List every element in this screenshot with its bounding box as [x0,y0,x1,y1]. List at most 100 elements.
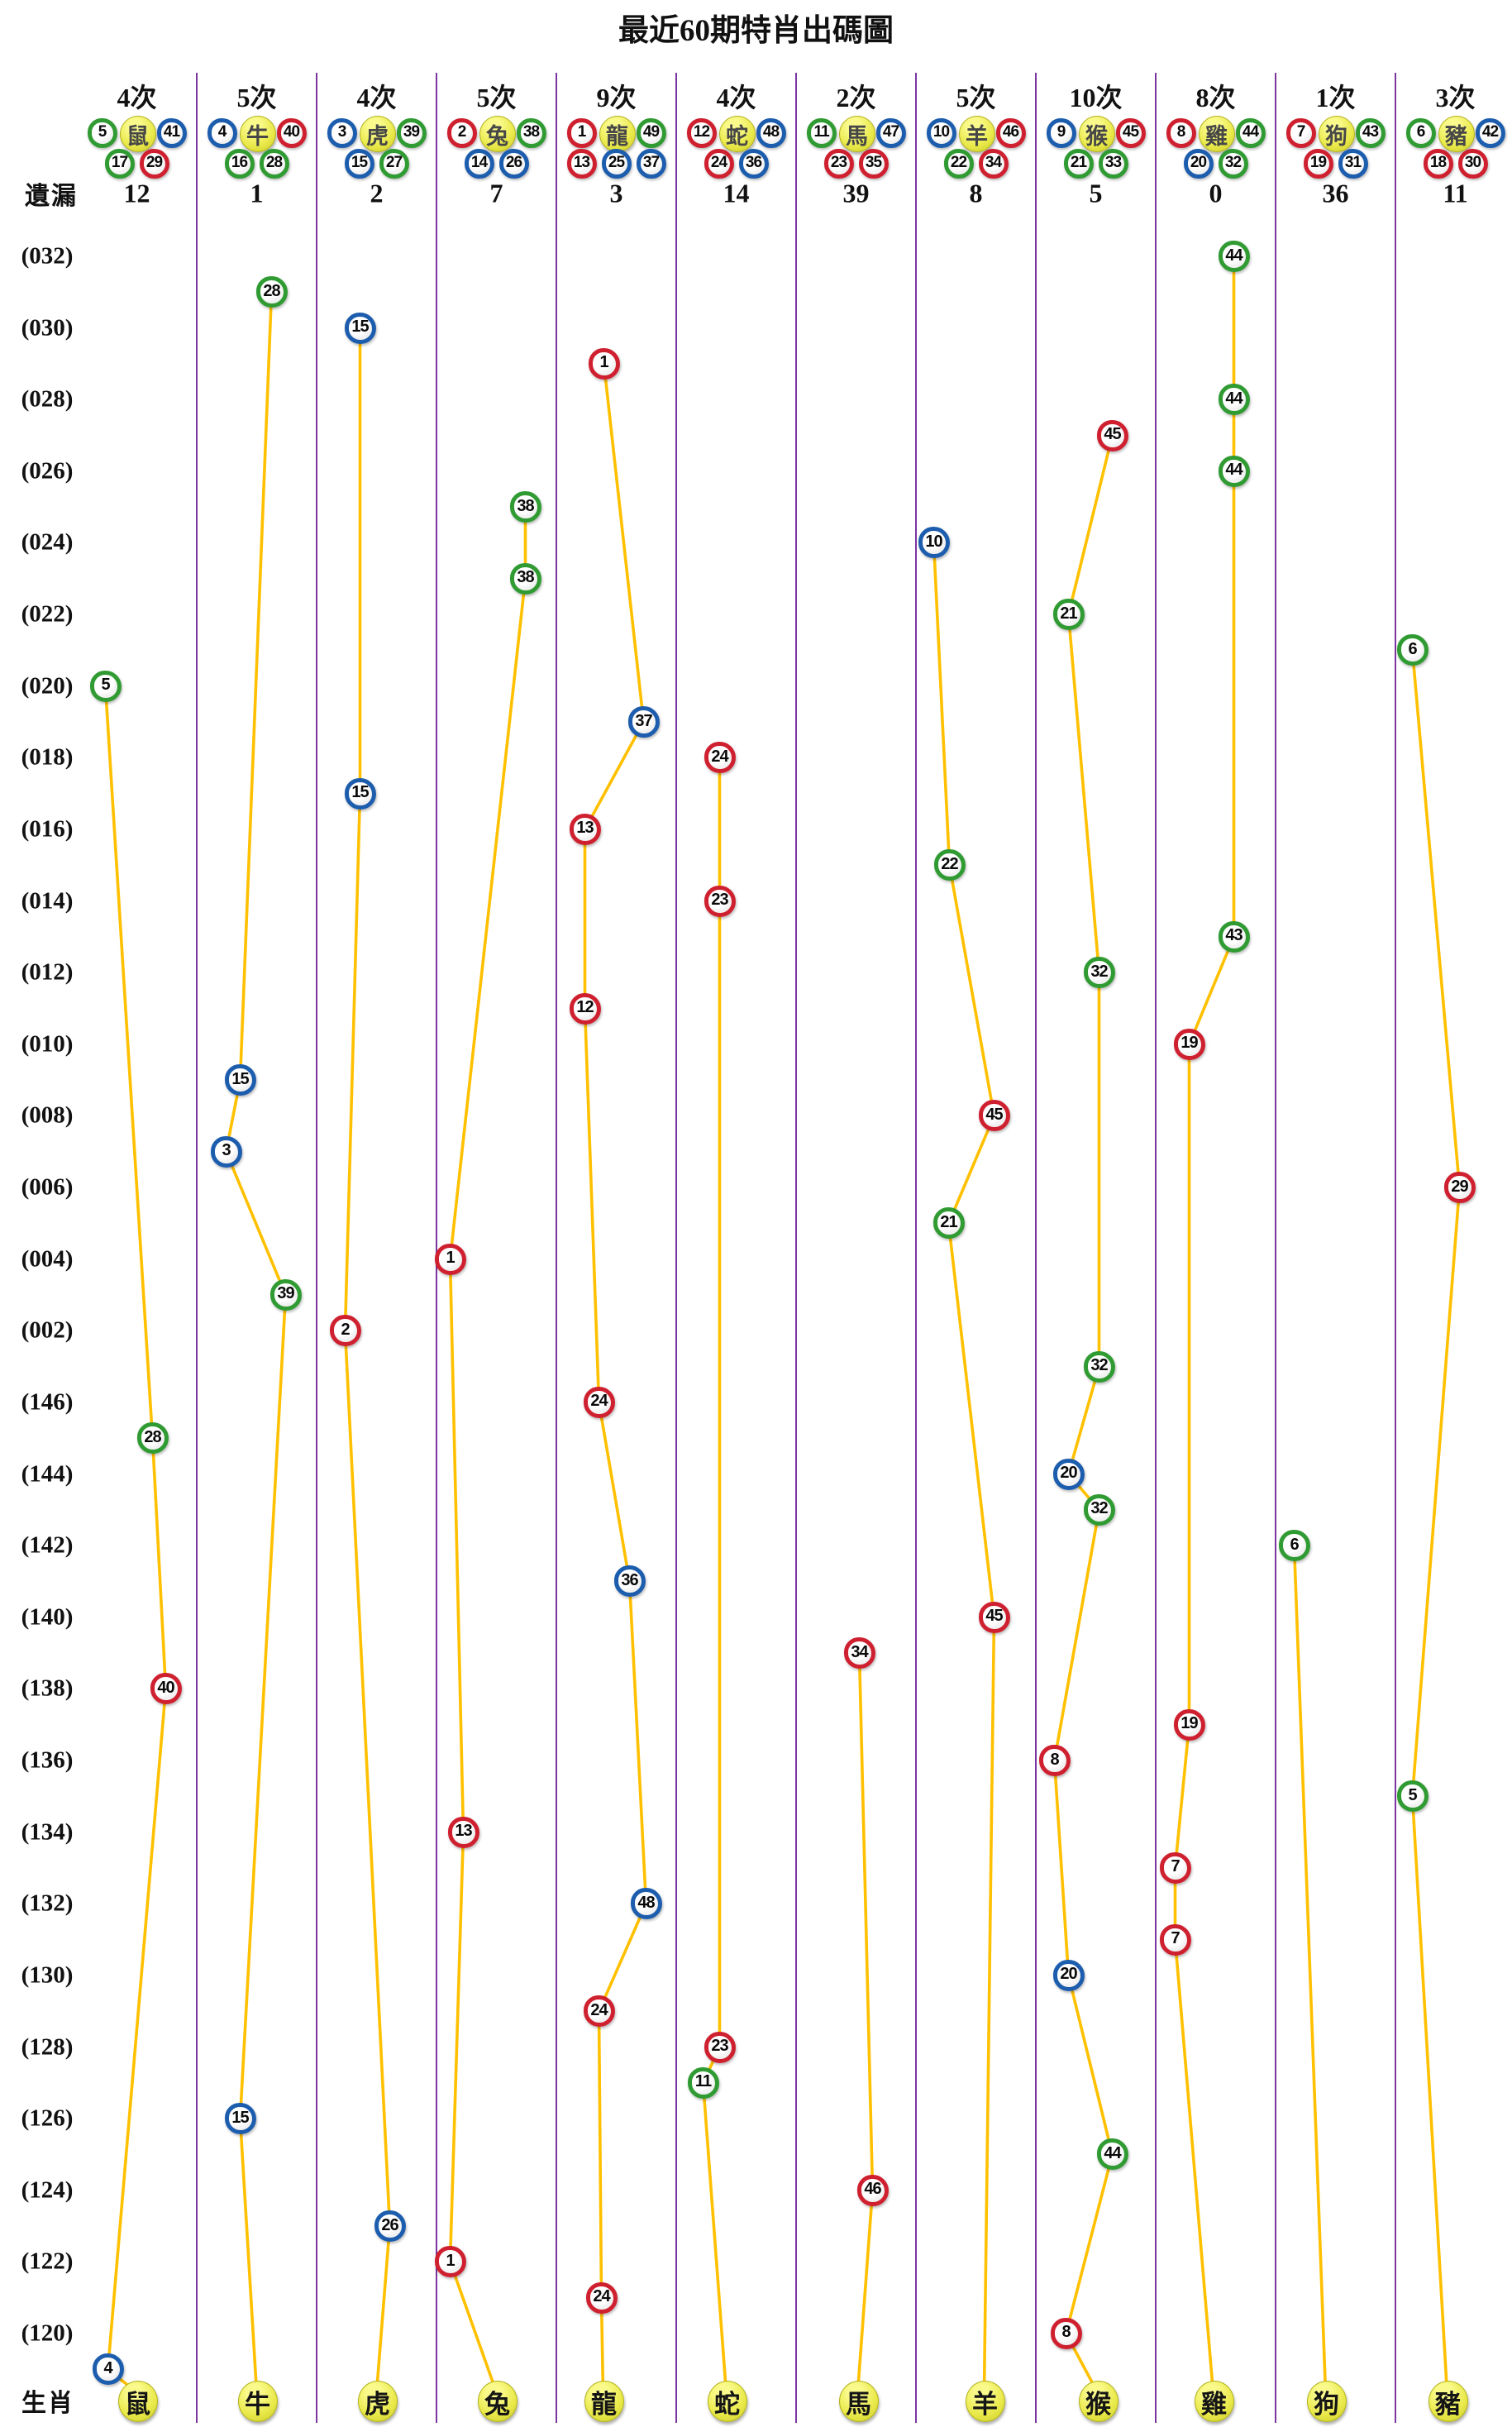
member-ball: 11 [806,118,837,148]
page-title: 最近60期特肖出碼圖 [618,14,894,48]
member-ball: 15 [344,149,374,179]
draw-ball: 5 [89,670,122,702]
zodiac-header-ball-鼠: 鼠 [119,116,156,152]
column-divider [915,73,917,2423]
row-label: (144) [21,1460,74,1488]
zodiac-bottom-ball-虎: 虎 [357,2381,398,2422]
missing-value-猴: 5 [1089,178,1103,208]
member-ball: 19 [1303,149,1333,179]
draw-ball: 22 [933,849,966,881]
row-label: (018) [21,743,74,771]
count-label-兔: 5次 [476,83,517,112]
member-ball: 18 [1423,149,1453,179]
column-divider [556,73,557,2423]
draw-ball: 37 [627,706,660,738]
row-label: (010) [21,1030,74,1058]
column-divider [1035,73,1037,2423]
row-label: (024) [21,528,74,556]
zodiac-header-ball-馬: 馬 [838,116,875,152]
row-label: (030) [21,314,74,342]
draw-ball: 20 [1052,1959,1085,1991]
draw-ball: 20 [1052,1458,1085,1490]
zodiac-bottom-ball-鼠: 鼠 [117,2381,158,2422]
missing-value-牛: 1 [250,178,264,208]
draw-ball: 45 [1096,419,1128,451]
row-label: (132) [21,1890,74,1917]
member-ball: 14 [464,149,494,179]
trend-line-鼠 [103,686,168,2394]
missing-value-馬: 39 [842,178,870,208]
member-ball: 4 [207,118,237,148]
member-ball: 9 [1046,118,1076,148]
draw-ball: 26 [374,2210,406,2243]
row-label: (032) [21,242,74,270]
missing-row-label: 遺漏 [25,183,78,210]
trend-line-豬 [1410,650,1462,2393]
member-ball: 43 [1355,118,1386,148]
member-ball: 40 [276,118,307,148]
draw-ball: 19 [1173,1028,1205,1060]
count-label-馬: 2次 [836,83,876,112]
draw-ball: 4 [92,2353,124,2386]
zodiac-bottom-ball-兔: 兔 [477,2381,518,2422]
zodiac-header-ball-虎: 虎 [359,116,396,152]
trend-line-馬 [856,1653,875,2393]
trend-line-兔 [448,507,527,2393]
draw-ball: 46 [856,2174,889,2206]
member-ball: 27 [379,149,409,179]
row-label: (026) [21,457,74,485]
count-label-猴: 10次 [1069,83,1123,112]
draw-ball: 2 [329,1315,361,1347]
column-divider [795,73,797,2423]
member-ball: 37 [636,149,666,179]
missing-value-雞: 0 [1209,178,1223,208]
row-label: (006) [21,1173,74,1201]
count-label-鼠: 4次 [117,83,157,112]
member-ball: 20 [1183,149,1214,179]
draw-ball: 12 [569,992,601,1025]
draw-ball: 6 [1396,634,1429,666]
draw-ball: 38 [509,562,541,595]
draw-ball: 45 [978,1601,1010,1633]
draw-ball: 44 [1096,2138,1128,2171]
zodiac-bottom-ball-羊: 羊 [965,2381,1005,2422]
member-ball: 49 [636,118,666,148]
row-label: (014) [21,887,74,915]
count-label-狗: 1次 [1315,83,1356,112]
draw-ball: 43 [1218,920,1250,953]
draw-ball: 34 [843,1637,875,1670]
row-label: (020) [21,672,74,700]
member-ball: 28 [259,149,289,179]
row-label: (120) [21,2320,74,2347]
member-ball: 33 [1098,149,1128,179]
member-ball: 36 [738,149,769,179]
draw-ball: 11 [687,2066,719,2099]
draw-ball: 28 [136,1422,169,1455]
row-label: (126) [21,2105,74,2132]
count-label-虎: 4次 [356,83,397,112]
row-label: (016) [21,815,74,843]
missing-value-豬: 11 [1443,178,1468,208]
member-ball: 35 [858,149,889,179]
row-label: (008) [21,1101,74,1129]
member-ball: 48 [756,118,786,148]
zodiac-header-ball-狗: 狗 [1318,116,1355,152]
column-divider [1395,73,1396,2423]
member-ball: 3 [327,118,357,148]
row-label: (134) [21,1818,74,1846]
row-label: (022) [21,600,74,628]
draw-ball: 32 [1083,1493,1115,1526]
count-label-羊: 5次 [956,83,996,112]
column-divider [1155,73,1157,2423]
draw-ball: 24 [585,2281,618,2314]
draw-ball: 8 [1038,1745,1071,1777]
draw-ball: 45 [978,1100,1010,1132]
zodiac-header-ball-猴: 猴 [1078,116,1115,152]
draw-ball: 24 [704,742,736,774]
zodiac-bottom-ball-雞: 雞 [1194,2381,1234,2422]
row-label: (004) [21,1245,74,1273]
row-label: (138) [21,1675,74,1702]
draw-ball: 19 [1173,1708,1205,1741]
draw-ball: 1 [434,2246,466,2278]
draw-ball: 23 [704,2031,736,2063]
